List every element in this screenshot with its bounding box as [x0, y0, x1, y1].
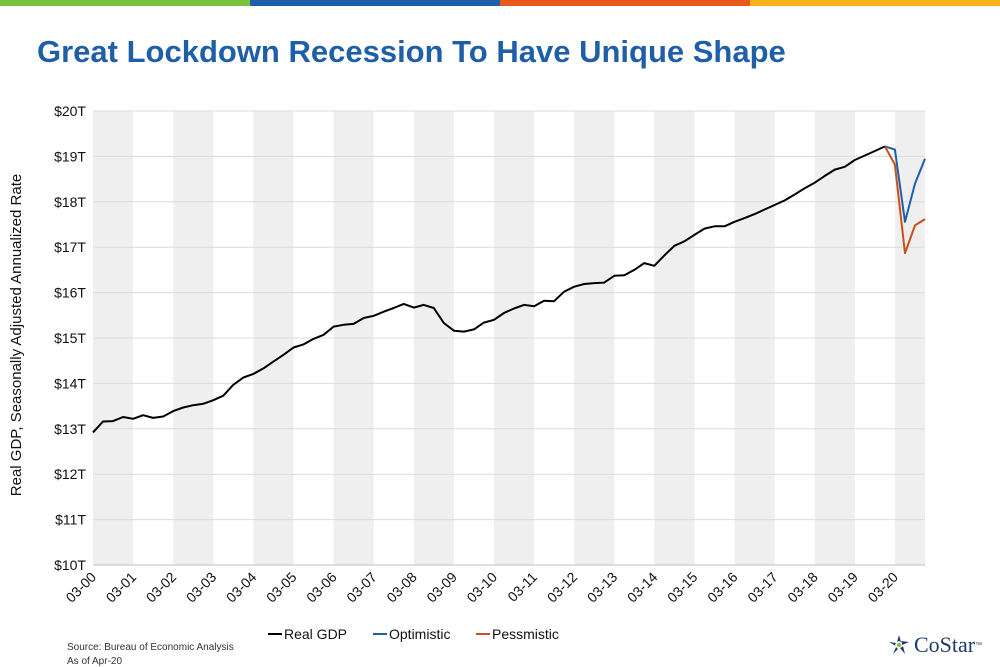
- series-line-optimistic: [884, 145, 926, 223]
- x-tick-label: 03-17: [744, 569, 781, 606]
- y-tick-label: $16T: [54, 285, 86, 301]
- x-tick-label: 03-02: [143, 569, 180, 606]
- x-tick-label: 03-08: [383, 569, 420, 606]
- x-tick-label: 03-11: [504, 569, 540, 605]
- x-tick-label: 03-07: [343, 569, 380, 606]
- y-axis-label: Real GDP, Seasonally Adjusted Annualized…: [8, 174, 25, 496]
- gridlines: [93, 110, 925, 566]
- y-tick-label: $19T: [54, 148, 86, 164]
- y-tick-label: $12T: [54, 466, 86, 482]
- series-line-pessmistic: [884, 145, 926, 255]
- brand-bar-orange: [500, 0, 750, 6]
- legend-label: Real GDP: [284, 626, 347, 642]
- x-tick-label: 03-12: [544, 569, 581, 606]
- page-title: Great Lockdown Recession To Have Unique …: [37, 34, 786, 69]
- series-line-real-gdp: [92, 145, 886, 434]
- y-tick-label: $10T: [54, 557, 86, 573]
- costar-logo: CoStar ™: [888, 632, 982, 658]
- brand-bar-yellow: [750, 0, 1000, 6]
- logo-trademark: ™: [975, 641, 983, 649]
- star-logo-icon: [889, 635, 909, 654]
- legend: Real GDP Optimistic Pessmistic: [268, 626, 559, 642]
- x-tick-label: 03-15: [664, 569, 701, 606]
- x-tick-label: 03-14: [624, 569, 661, 606]
- logo-wordmark: CoStar: [914, 632, 976, 657]
- y-tick-label: $20T: [54, 103, 86, 119]
- x-tick-label: 03-18: [784, 569, 821, 606]
- y-tick-label: $15T: [54, 330, 86, 346]
- x-tick-label: 03-00: [62, 569, 99, 606]
- asof-note: As of Apr-20: [67, 656, 123, 667]
- brand-color-bar: [0, 0, 1000, 6]
- brand-bar-blue: [250, 0, 500, 6]
- x-axis-ticks: 03-00 03-01 03-02 03-03 03-04 03-05 03-06 03-07…: [62, 569, 901, 606]
- x-tick-label: 03-01: [103, 569, 140, 606]
- x-tick-label: 03-16: [704, 569, 741, 606]
- y-tick-label: $11T: [55, 512, 86, 528]
- x-tick-label: 03-13: [584, 569, 621, 606]
- x-tick-label: 03-19: [824, 569, 861, 606]
- x-tick-label: 03-09: [423, 569, 460, 606]
- y-axis-ticks: $20T $19T $18T $17T $16T $15T $14T $13T $12T $11T…: [54, 103, 86, 573]
- x-tick-label: 03-06: [303, 569, 340, 606]
- x-tick-label: 03-04: [223, 569, 260, 606]
- y-tick-label: $18T: [54, 194, 86, 210]
- y-tick-label: $17T: [54, 239, 86, 255]
- y-tick-label: $14T: [54, 375, 86, 391]
- x-tick-label: 03-20: [864, 569, 901, 606]
- x-tick-label: 03-03: [183, 569, 220, 606]
- legend-label: Optimistic: [389, 626, 450, 642]
- series-lines: [92, 145, 926, 434]
- x-tick-label: 03-05: [263, 569, 300, 606]
- source-note: Source: Bureau of Economic Analysis: [67, 642, 234, 653]
- y-tick-label: $13T: [54, 421, 86, 437]
- x-tick-label: 03-10: [463, 569, 500, 606]
- legend-label: Pessmistic: [492, 626, 559, 642]
- brand-bar-green: [0, 0, 250, 6]
